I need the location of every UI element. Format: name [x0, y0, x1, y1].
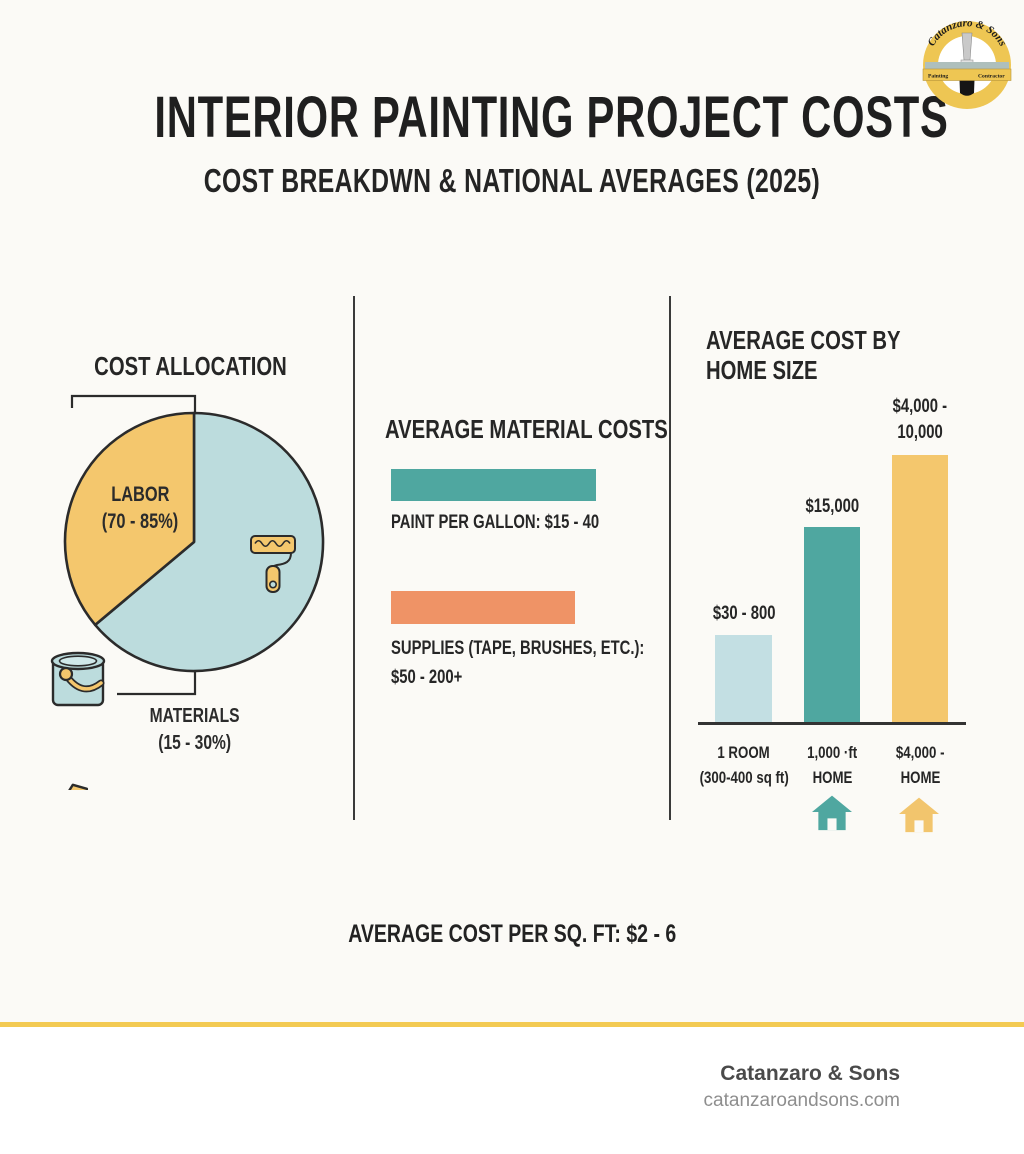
brand-website[interactable]: catanzaroandsons.com: [703, 1090, 900, 1111]
page-title: INTERIOR PAINTING PROJECT COSTS: [154, 85, 949, 150]
bar-1-value-label: $30 - 800: [712, 603, 776, 624]
bar-4000-home: [892, 455, 948, 724]
bar-2-value-label: $15,000: [805, 496, 859, 517]
teal-house-icon: [812, 793, 852, 836]
supplies-cost-bar: [391, 591, 575, 624]
labor-callout-line: [70, 394, 197, 414]
material-costs-heading: AVERAGE MATERIAL COSTS: [385, 414, 668, 444]
brand-text-block: Catanzaro & Sons catanzaroandsons.com: [704, 1060, 900, 1113]
bar-1000-sqft-home: [804, 527, 860, 724]
yellow-house-icon: [899, 795, 939, 838]
bar-3-value-label: $4,000 - 10,000: [892, 396, 948, 443]
home-size-heading: AVERAGE COST BY HOME SIZE: [706, 325, 901, 385]
brand-name: Catanzaro & Sons: [720, 1062, 900, 1085]
avg-cost-per-sqft-stat: AVERAGE COST PER SQ. FT: $2 - 6: [348, 920, 676, 948]
materials-slice-label: MATERIALS (15 - 30%): [150, 705, 240, 754]
logo-banner-right-text: Contractor: [978, 74, 1005, 80]
bar-1-room: [715, 635, 772, 724]
paintbrush-icon: [61, 783, 106, 790]
bar-1-category-label: 1 ROOM (300-400 sq ft): [699, 743, 789, 787]
paint-roller-icon: [250, 535, 296, 593]
pie-slice-materials: [93, 411, 325, 673]
bar-chart-axis-line: [698, 722, 966, 725]
footer: Catanzaro & Sons catanzaroandsons.com: [0, 1027, 1024, 1154]
pie-slice-labor: [63, 411, 196, 627]
bar-3-category-label: $4,000 - HOME: [895, 743, 945, 787]
brand-logo: Painting Contractor Catanzaro & Sons: [921, 17, 1013, 116]
footer-divider: [0, 1022, 1024, 1027]
section-divider-left: [353, 296, 355, 820]
supplies-cost-label: SUPPLIES (TAPE, BRUSHES, ETC.): $50 - 20…: [391, 638, 645, 688]
labor-slice-label: LABOR (70 - 85%): [101, 483, 179, 533]
paint-cost-bar: [391, 469, 596, 501]
pie-section-heading: COST ALLOCATION: [93, 351, 287, 381]
page-subtitle: COST BREAKDWN & NATIONAL AVERAGES (2025): [203, 162, 821, 199]
cost-allocation-pie-chart: [50, 394, 325, 790]
section-divider-right: [669, 296, 671, 820]
materials-callout-line: [117, 671, 197, 696]
paint-can-icon: [50, 651, 106, 707]
logo-banner-left-text: Painting: [928, 74, 948, 80]
paint-cost-label: PAINT PER GALLON: $15 - 40: [391, 512, 600, 533]
bar-2-category-label: 1,000 ·ft HOME: [806, 743, 858, 787]
